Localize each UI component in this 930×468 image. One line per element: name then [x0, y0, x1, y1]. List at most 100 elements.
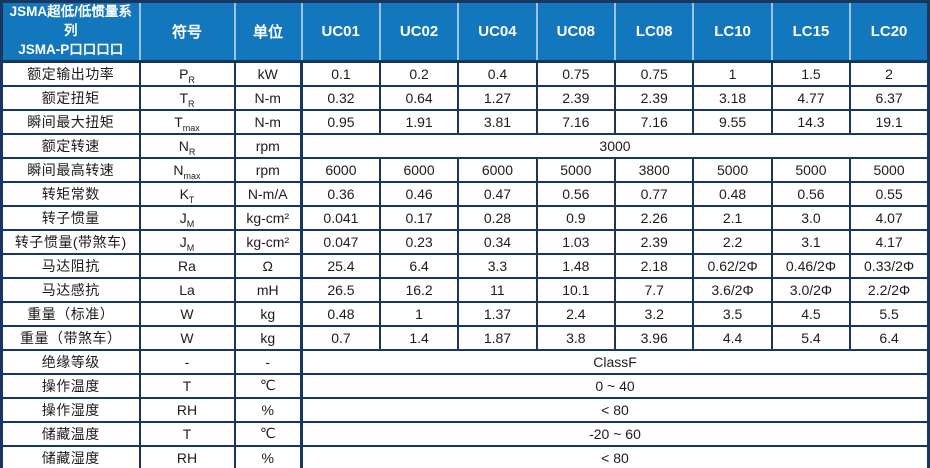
value-cell: 26.5 [300, 276, 381, 303]
symbol-base: N [178, 137, 189, 154]
symbol-base: T [179, 89, 189, 106]
row-unit: kg-cm² [233, 228, 303, 255]
value-cell: 0.48 [692, 180, 773, 207]
value-cell: 2.2 [692, 228, 773, 255]
value-cell: 5000 [535, 156, 617, 183]
value-cell: 0.32 [300, 84, 381, 111]
value-cell: 25.4 [300, 252, 381, 279]
merged-value-cell: ClassF [300, 348, 930, 375]
row-unit: N-m [233, 84, 303, 111]
symbol-subscript: R [188, 98, 195, 109]
value-cell: 16.2 [378, 276, 460, 303]
value-cell: 0.1 [300, 60, 381, 87]
value-cell: 3.0/2Φ [770, 276, 852, 303]
value-cell: 0.62/2Φ [692, 252, 773, 279]
model-column-header: LC15 [771, 1, 852, 63]
merged-value-cell: 0 ~ 40 [300, 372, 930, 399]
value-cell: 0.77 [613, 180, 695, 207]
value-cell: 0.56 [535, 180, 617, 207]
symbol-base: J [179, 209, 187, 226]
value-cell: 0.56 [770, 180, 852, 207]
table-row: 瞬间最高转速 Nmax rpm 6000 6000 6000 5000 3800 5000 500… [0, 156, 930, 183]
value-cell: 2.4 [535, 300, 617, 327]
symbol-base: P [179, 65, 189, 82]
row-unit: kg [233, 324, 303, 351]
value-cell: 0.7 [300, 324, 381, 351]
value-cell: 0.46 [378, 180, 460, 207]
spec-table-body: 额定输出功率 PR kW 0.1 0.2 0.4 0.75 0.75 1 1.5 2 额定扭矩 TR N-… [0, 60, 930, 468]
row-unit: kg-cm² [233, 204, 303, 231]
value-cell: 2.2/2Φ [849, 276, 930, 303]
value-cell: 2 [849, 60, 930, 87]
row-unit: Ω [233, 252, 303, 279]
value-cell: 0.17 [378, 204, 460, 231]
row-unit: rpm [233, 132, 303, 159]
value-cell: 9.55 [692, 108, 773, 135]
symbol-base: La [179, 281, 195, 298]
row-symbol: JM [138, 228, 236, 255]
value-cell: 0.75 [613, 60, 695, 87]
symbol-base: N [173, 161, 184, 178]
value-cell: 1.27 [457, 84, 538, 111]
row-unit: rpm [233, 156, 303, 183]
merged-value-cell: -20 ~ 60 [300, 420, 930, 447]
header-row: JSMA超低/低惯量系列 JSMA-P口口口口 符号 单位 UC01 UC02 UC… [1, 1, 929, 63]
row-label: 额定转速 [0, 132, 141, 159]
model-column-header: UC02 [379, 1, 460, 63]
value-cell: 0.4 [457, 60, 538, 87]
value-cell: 6000 [378, 156, 460, 183]
value-cell: 7.16 [613, 108, 695, 135]
value-cell: 0.95 [300, 108, 381, 135]
row-label: 操作湿度 [0, 396, 141, 423]
symbol-subscript: R [188, 74, 195, 85]
symbol-base: K [179, 185, 189, 202]
value-cell: 5.5 [849, 300, 930, 327]
symbol-base: W [180, 329, 194, 346]
value-cell: 1.37 [457, 300, 538, 327]
value-cell: 3.3 [457, 252, 538, 279]
value-cell: 0.48 [300, 300, 381, 327]
symbol-base: T [182, 425, 192, 442]
series-title-line2: JSMA-P口口口口 [18, 41, 124, 57]
row-symbol: NR [138, 132, 236, 159]
value-cell: 6.37 [849, 84, 930, 111]
merged-value-cell: 3000 [300, 132, 930, 159]
symbol-subscript: max [182, 122, 200, 133]
symbol-base: Ra [178, 257, 196, 274]
row-unit: N-m/A [233, 180, 303, 207]
row-symbol: La [138, 276, 236, 303]
row-unit: % [233, 396, 303, 423]
value-cell: 3.5 [692, 300, 773, 327]
row-symbol: Tmax [138, 108, 236, 135]
row-label: 马达阻抗 [0, 252, 141, 279]
symbol-subscript: max [183, 170, 201, 181]
value-cell: 6000 [457, 156, 538, 183]
value-cell: 2.18 [613, 252, 695, 279]
row-symbol: RH [138, 444, 236, 468]
series-title-line1: JSMA超低/低惯量系列 [9, 4, 132, 38]
row-label: 马达感抗 [0, 276, 141, 303]
row-label: 瞬间最高转速 [0, 156, 141, 183]
spec-table-header: JSMA超低/低惯量系列 JSMA-P口口口口 符号 单位 UC01 UC02 UC… [1, 1, 929, 63]
row-label: 转矩常数 [0, 180, 141, 207]
model-column-header: UC08 [536, 1, 617, 63]
value-cell: 0.28 [457, 204, 538, 231]
table-row: 转子惯量 JM kg-cm² 0.041 0.17 0.28 0.9 2.26 2.1 3.0 4.… [0, 204, 930, 231]
value-cell: 0.36 [300, 180, 381, 207]
row-label: 转子惯量(带煞车) [0, 228, 141, 255]
value-cell: 0.9 [535, 204, 617, 231]
unit-column-header: 单位 [234, 1, 303, 63]
model-column-header: UC01 [301, 1, 381, 63]
value-cell: 4.5 [770, 300, 852, 327]
value-cell: 3.81 [457, 108, 538, 135]
row-symbol: KT [138, 180, 236, 207]
value-cell: 10.1 [535, 276, 617, 303]
symbol-base: RH [176, 449, 198, 466]
row-unit: ℃ [233, 372, 303, 399]
value-cell: 1.03 [535, 228, 617, 255]
value-cell: 4.07 [849, 204, 930, 231]
row-symbol: - [138, 348, 236, 375]
value-cell: 1.5 [770, 60, 852, 87]
